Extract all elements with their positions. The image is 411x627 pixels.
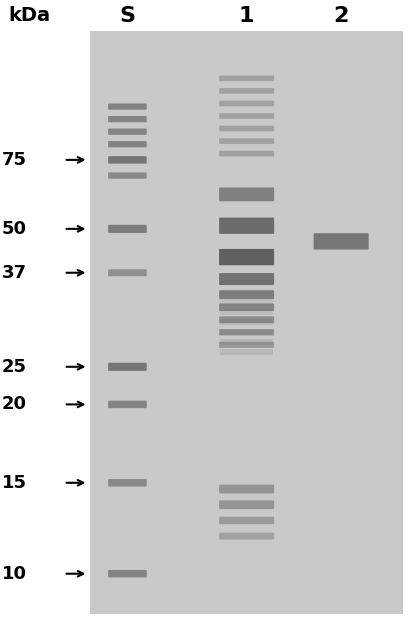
FancyBboxPatch shape — [108, 141, 147, 147]
FancyBboxPatch shape — [108, 224, 147, 233]
Text: 20: 20 — [2, 396, 27, 413]
Text: 1: 1 — [239, 6, 254, 26]
FancyBboxPatch shape — [108, 270, 147, 276]
FancyBboxPatch shape — [219, 125, 274, 131]
FancyBboxPatch shape — [219, 150, 274, 156]
Bar — [220, 309, 273, 315]
FancyBboxPatch shape — [219, 75, 274, 82]
Text: 25: 25 — [2, 358, 27, 376]
Bar — [220, 319, 273, 325]
FancyBboxPatch shape — [219, 249, 274, 265]
FancyBboxPatch shape — [219, 533, 274, 539]
FancyBboxPatch shape — [108, 401, 147, 408]
FancyBboxPatch shape — [108, 570, 147, 577]
FancyBboxPatch shape — [219, 342, 274, 348]
FancyBboxPatch shape — [219, 101, 274, 106]
Text: S: S — [120, 6, 135, 26]
Bar — [220, 280, 273, 286]
FancyBboxPatch shape — [219, 138, 274, 144]
FancyBboxPatch shape — [219, 500, 274, 509]
FancyBboxPatch shape — [108, 479, 147, 487]
FancyBboxPatch shape — [219, 273, 274, 285]
FancyBboxPatch shape — [108, 116, 147, 122]
FancyBboxPatch shape — [219, 517, 274, 524]
FancyBboxPatch shape — [219, 329, 274, 335]
Text: 10: 10 — [2, 565, 27, 582]
FancyBboxPatch shape — [314, 233, 369, 250]
Text: 15: 15 — [2, 474, 27, 492]
Bar — [220, 329, 273, 335]
FancyBboxPatch shape — [108, 172, 147, 179]
FancyBboxPatch shape — [219, 485, 274, 493]
FancyBboxPatch shape — [108, 362, 147, 371]
FancyBboxPatch shape — [219, 88, 274, 93]
Text: 75: 75 — [2, 151, 27, 169]
Text: 37: 37 — [2, 264, 27, 282]
Bar — [220, 290, 273, 296]
Text: 2: 2 — [333, 6, 349, 26]
FancyBboxPatch shape — [108, 103, 147, 110]
FancyBboxPatch shape — [219, 303, 274, 311]
FancyBboxPatch shape — [219, 290, 274, 299]
FancyBboxPatch shape — [108, 129, 147, 135]
FancyBboxPatch shape — [219, 218, 274, 234]
Bar — [220, 349, 273, 355]
Text: kDa: kDa — [8, 6, 50, 25]
FancyBboxPatch shape — [219, 187, 274, 201]
FancyBboxPatch shape — [219, 316, 274, 324]
Bar — [220, 339, 273, 345]
FancyBboxPatch shape — [108, 156, 147, 164]
FancyBboxPatch shape — [219, 113, 274, 119]
Text: 50: 50 — [2, 220, 27, 238]
Bar — [220, 299, 273, 305]
Bar — [90, 31, 403, 614]
